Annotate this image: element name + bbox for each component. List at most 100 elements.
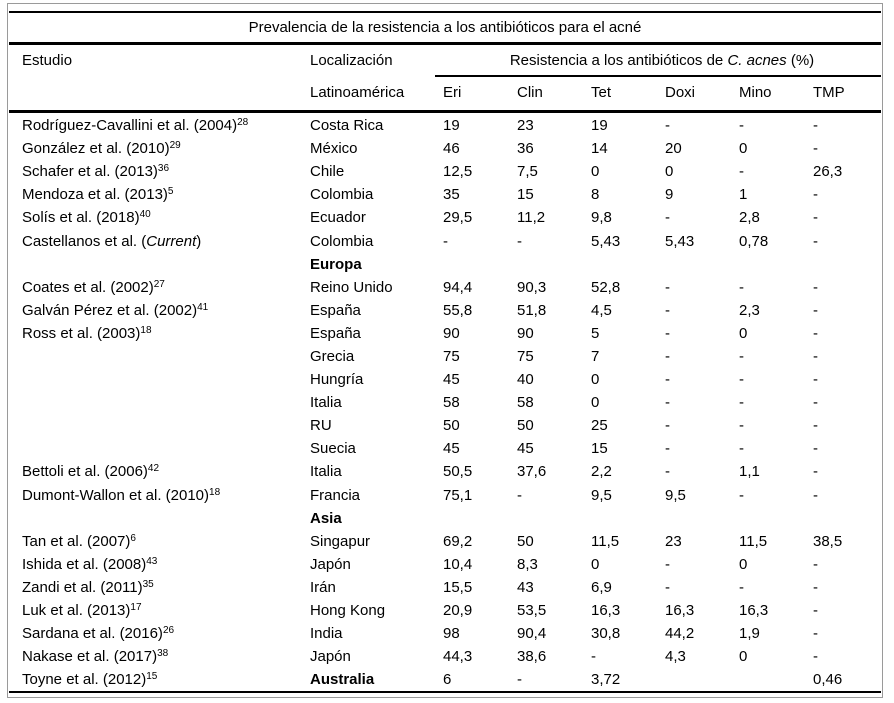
table-row: Hungría 45 40 0 - - - — [9, 368, 881, 391]
value-cell: - — [813, 209, 818, 227]
table-row: Solís et al. (2018)40 Ecuador 29,5 11,2 9,8 -… — [9, 206, 881, 229]
study-cell: Rodríguez-Cavallini et al. (2004)28 — [22, 117, 249, 135]
value-cell: 43 — [517, 578, 534, 596]
value-cell: - — [813, 440, 818, 458]
study-cell: Tan et al. (2007)6 — [22, 532, 136, 550]
value-cell: 1 — [739, 186, 748, 204]
value-cell: 75 — [443, 347, 460, 365]
location-cell: Irán — [310, 578, 336, 596]
value-cell: 58 — [443, 394, 460, 412]
value-cell: - — [813, 486, 818, 504]
antibiotic-header: Mino — [739, 84, 772, 101]
value-cell: 51,8 — [517, 301, 547, 319]
table-row: Europa — [9, 253, 881, 276]
value-cell: - — [813, 394, 818, 412]
value-cell: 23 — [517, 117, 534, 135]
value-cell: - — [443, 232, 448, 250]
study-cell: Luk et al. (2013)17 — [22, 602, 142, 620]
subheader-row: Latinoamérica Eri Clin Tet Doxi Mino TMP — [9, 77, 881, 108]
value-cell: 16,3 — [591, 602, 621, 620]
study-cell: Mendoza et al. (2013)5 — [22, 186, 174, 204]
header-row: Estudio Localización Resistencia a los a… — [9, 45, 881, 75]
location-cell: Asia — [310, 509, 342, 527]
value-cell: 25 — [591, 417, 608, 435]
value-cell: 52,8 — [591, 278, 621, 296]
value-cell: 1,1 — [739, 463, 760, 481]
value-cell: - — [665, 555, 670, 573]
value-cell: - — [813, 117, 818, 135]
table-row: Sardana et al. (2016)26 India 98 90,4 30,8 44… — [9, 622, 881, 645]
value-cell: - — [665, 209, 670, 227]
value-cell: 0 — [591, 394, 600, 412]
value-cell: 0 — [665, 163, 674, 181]
value-cell: 45 — [517, 440, 534, 458]
value-cell: 5,43 — [591, 232, 621, 250]
value-cell: 35 — [443, 186, 460, 204]
value-cell: 7,5 — [517, 163, 538, 181]
antibiotic-header: Eri — [443, 84, 462, 101]
location-cell: RU — [310, 417, 332, 435]
table-row: Mendoza et al. (2013)5 Colombia 35 15 8 9 1 - — [9, 183, 881, 206]
value-cell: - — [665, 371, 670, 389]
value-cell: - — [665, 324, 670, 342]
value-cell: 7 — [591, 347, 600, 365]
location-cell: Singapur — [310, 532, 371, 550]
location-cell: España — [310, 324, 361, 342]
value-cell: 9,5 — [591, 486, 612, 504]
value-cell: - — [739, 163, 744, 181]
column-header-study: Estudio — [22, 51, 73, 69]
value-cell: 40 — [517, 371, 534, 389]
value-cell: 6 — [443, 671, 452, 689]
reference-superscript: 41 — [197, 301, 209, 313]
antibiotic-header: Doxi — [665, 84, 696, 101]
value-cell: 46 — [443, 140, 460, 158]
value-cell: - — [591, 648, 596, 666]
value-cell: - — [739, 278, 744, 296]
value-cell: 20,9 — [443, 602, 473, 620]
value-cell: 53,5 — [517, 602, 547, 620]
value-cell: - — [517, 486, 522, 504]
table-row: Zandi et al. (2011)35 Irán 15,5 43 6,9 - - - — [9, 576, 881, 599]
region-first-label: Latinoamérica — [310, 84, 405, 101]
location-cell: Hungría — [310, 371, 364, 389]
value-cell: - — [665, 301, 670, 319]
value-cell: - — [813, 417, 818, 435]
value-cell: 23 — [665, 532, 682, 550]
value-cell: 26,3 — [813, 163, 843, 181]
value-cell: - — [665, 347, 670, 365]
rule-under-resistance — [435, 75, 881, 77]
table-body: Rodríguez-Cavallini et al. (2004)28 Costa… — [9, 114, 881, 691]
value-cell: 12,5 — [443, 163, 473, 181]
value-cell: 37,6 — [517, 463, 547, 481]
value-cell: 15 — [591, 440, 608, 458]
study-cell: Zandi et al. (2011)35 — [22, 578, 154, 596]
value-cell: 5 — [591, 324, 600, 342]
outer-frame — [7, 3, 883, 698]
value-cell: 8,3 — [517, 555, 538, 573]
location-cell: Colombia — [310, 186, 374, 204]
location-cell: Hong Kong — [310, 602, 386, 620]
value-cell: 98 — [443, 625, 460, 643]
table-row: Asia — [9, 507, 881, 530]
study-cell: Sardana et al. (2016)26 — [22, 625, 175, 643]
value-cell: 9,5 — [665, 486, 686, 504]
value-cell: - — [517, 232, 522, 250]
value-cell: 4,3 — [665, 648, 686, 666]
table-row: Schafer et al. (2013)36 Chile 12,5 7,5 0 0 - 26… — [9, 160, 881, 183]
reference-superscript: 40 — [139, 209, 151, 221]
value-cell: 19 — [591, 117, 608, 135]
value-cell: - — [517, 671, 522, 689]
value-cell: 9 — [665, 186, 674, 204]
reference-superscript: 38 — [157, 648, 169, 660]
location-cell: México — [310, 140, 358, 158]
value-cell: 38,6 — [517, 648, 547, 666]
value-cell: 4,5 — [591, 301, 612, 319]
value-cell: - — [665, 440, 670, 458]
value-cell: - — [813, 347, 818, 365]
value-cell: 58 — [517, 394, 534, 412]
value-cell: - — [813, 578, 818, 596]
reference-superscript: 29 — [169, 140, 181, 152]
location-cell: Ecuador — [310, 209, 366, 227]
table-row: Italia 58 58 0 - - - — [9, 391, 881, 414]
